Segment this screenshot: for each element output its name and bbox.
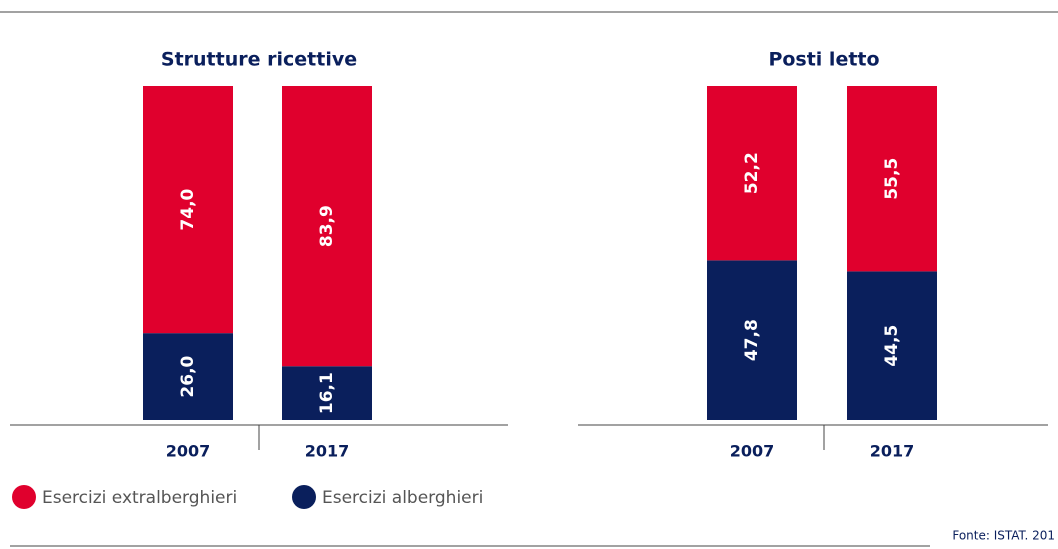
value-label: 83,9 bbox=[317, 205, 337, 247]
value-label: 44,5 bbox=[882, 325, 902, 367]
bar-segment bbox=[847, 86, 937, 272]
bar-segment bbox=[847, 271, 937, 420]
value-label: 47,8 bbox=[742, 319, 762, 361]
legend-swatch bbox=[292, 485, 316, 509]
chart-title: Posti letto bbox=[768, 49, 879, 71]
value-label: 16,1 bbox=[317, 372, 337, 414]
source: Fonte: ISTAT. 201 bbox=[952, 529, 1055, 543]
value-label: 52,2 bbox=[742, 152, 762, 194]
x-tick-label: 2017 bbox=[305, 442, 350, 461]
bar-segment bbox=[143, 86, 233, 334]
legend-label: Esercizi alberghieri bbox=[322, 488, 483, 508]
legend-label: Esercizi extralberghieri bbox=[42, 488, 237, 508]
bar-segment bbox=[143, 333, 233, 420]
legend-swatch bbox=[12, 485, 36, 509]
value-label: 55,5 bbox=[882, 158, 902, 200]
bar-segment bbox=[282, 86, 372, 367]
x-tick-label: 2007 bbox=[730, 442, 775, 461]
bar-segment bbox=[707, 260, 797, 420]
x-tick-label: 2017 bbox=[870, 442, 915, 461]
x-tick-label: 2007 bbox=[166, 442, 211, 461]
bar-segment bbox=[282, 366, 372, 420]
value-label: 74,0 bbox=[178, 188, 198, 230]
bar-segment bbox=[707, 86, 797, 261]
chart-title: Strutture ricettive bbox=[161, 49, 357, 71]
value-label: 26,0 bbox=[178, 355, 198, 397]
